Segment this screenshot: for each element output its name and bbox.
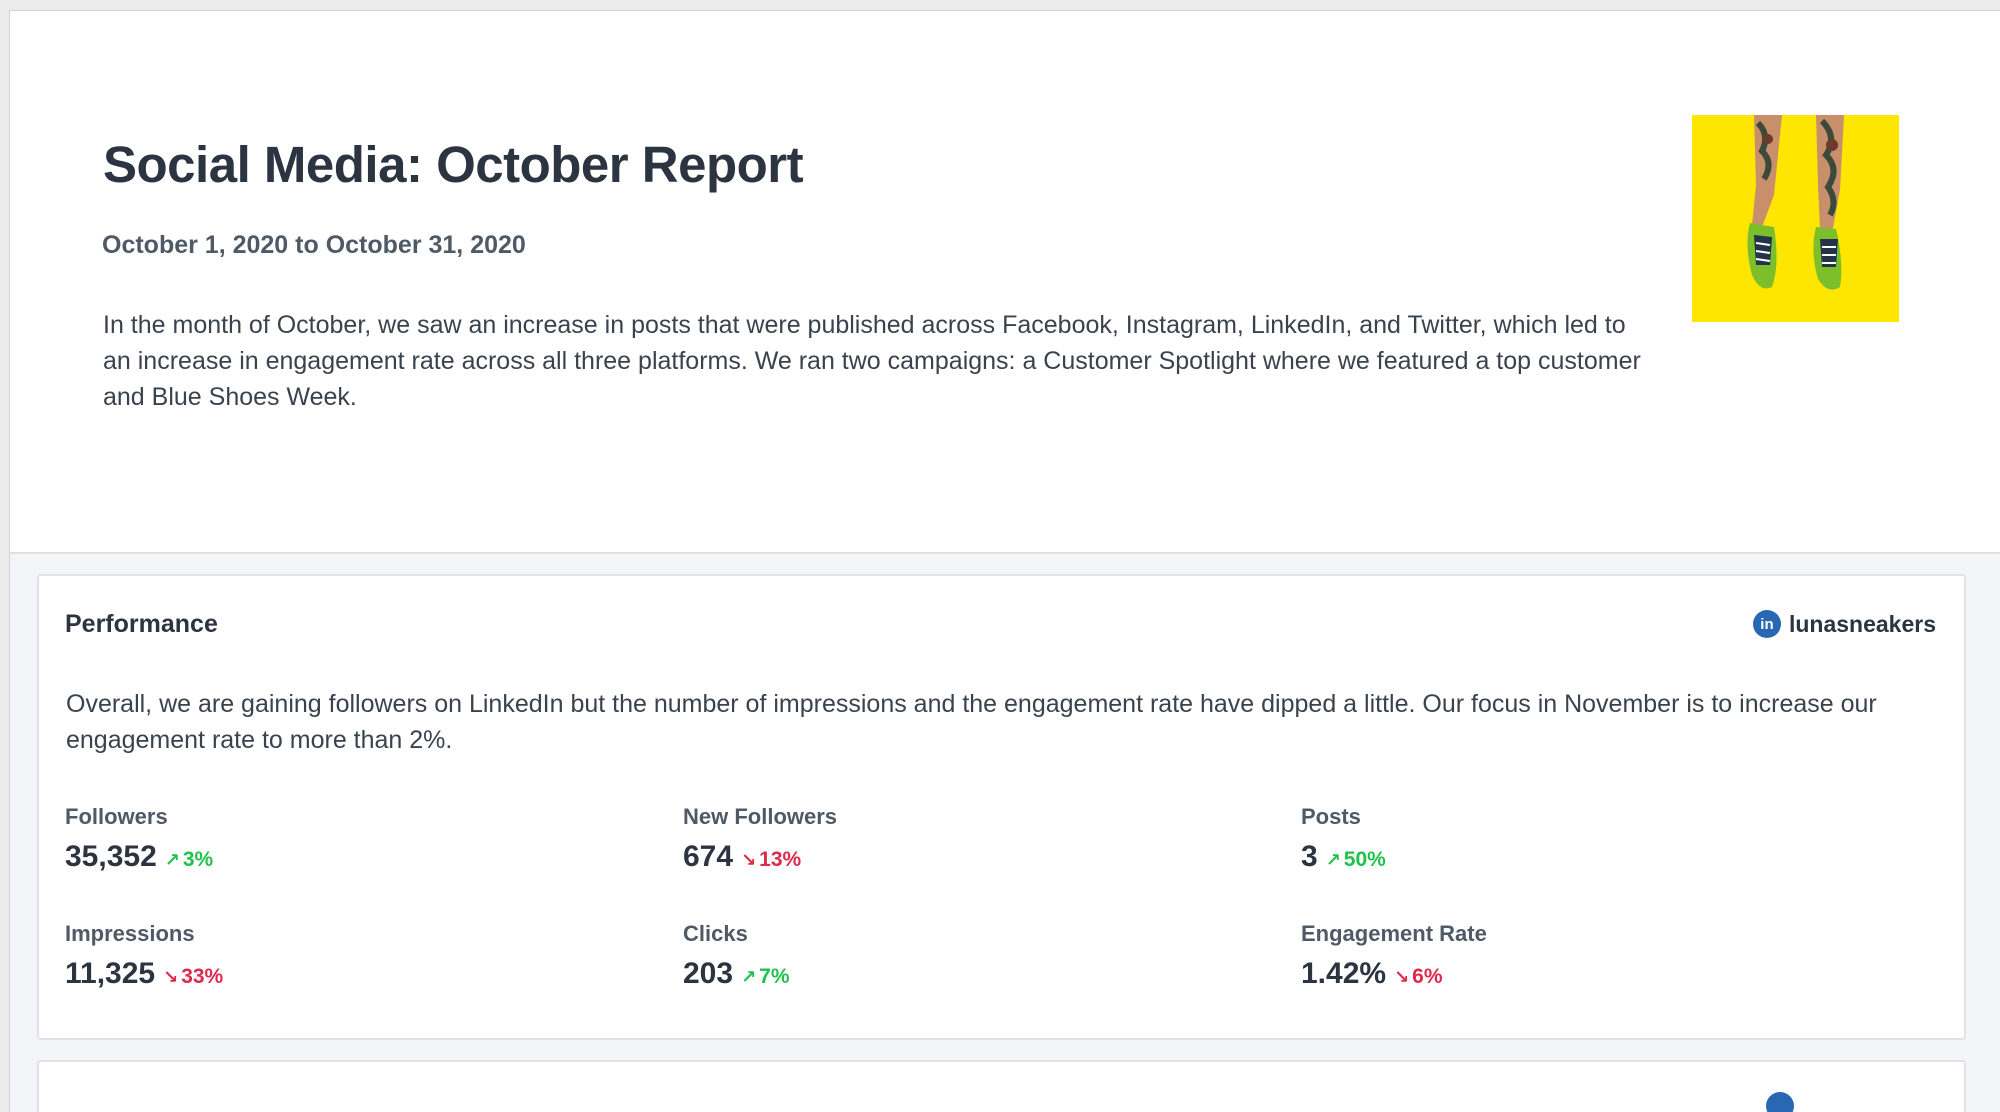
metric-impressions: Impressions 11,325 ↘ 33% <box>65 921 683 1038</box>
metric-change: ↘ 33% <box>163 965 223 989</box>
metric-label: Clicks <box>683 921 748 946</box>
trend-arrow-icon: ↘ <box>741 850 757 870</box>
linkedin-icon: in <box>1752 610 1781 638</box>
metric-label: Engagement Rate <box>1301 921 1487 946</box>
metrics-grid: Followers 35,352 ↗ 3% New Followers 674 ↘… <box>65 804 1925 1038</box>
metric-value: 35,352 <box>65 840 157 873</box>
report-body: Performance in lunasneakers Overall, we … <box>10 554 2000 1112</box>
metric-value: 203 <box>683 957 734 990</box>
metric-engagement-rate: Engagement Rate 1.42% ↘ 6% <box>1301 921 1919 1038</box>
trend-arrow-icon: ↘ <box>1394 967 1410 987</box>
metric-row: 203 ↗ 7% <box>683 957 1301 991</box>
metric-change-value: 33% <box>181 965 224 988</box>
metric-change: ↗ 50% <box>1326 848 1386 872</box>
metric-label: Followers <box>65 804 168 829</box>
metric-row: 3 ↗ 50% <box>1301 840 1919 874</box>
performance-title: Performance <box>65 610 218 638</box>
cover-image <box>1692 115 1899 322</box>
performance-summary: Overall, we are gaining followers on Lin… <box>66 690 1877 754</box>
metric-value: 11,325 <box>65 957 156 990</box>
metric-change-value: 7% <box>759 965 790 988</box>
metric-value: 3 <box>1301 840 1318 873</box>
metric-row: 11,325 ↘ 33% <box>65 957 683 991</box>
metric-change-value: 50% <box>1343 848 1386 871</box>
report-summary: In the month of October, we saw an incre… <box>103 311 1641 411</box>
metric-row: 35,352 ↗ 3% <box>65 840 683 874</box>
metric-change-value: 13% <box>759 848 802 871</box>
metric-row: 674 ↘ 13% <box>683 840 1301 874</box>
next-section-card <box>37 1060 1966 1112</box>
trend-arrow-icon: ↗ <box>1325 850 1341 870</box>
metric-change: ↘ 13% <box>741 848 801 872</box>
metric-clicks: Clicks 203 ↗ 7% <box>683 921 1301 1038</box>
metric-value: 674 <box>683 840 734 873</box>
metric-new-followers: New Followers 674 ↘ 13% <box>683 804 1301 921</box>
metric-label: New Followers <box>683 804 838 829</box>
metric-change: ↗ 3% <box>165 848 213 872</box>
report-header: Social Media: October Report October 1, … <box>10 11 2000 554</box>
page-title: Social Media: October Report <box>103 136 804 193</box>
report-date-range: October 1, 2020 to October 31, 2020 <box>102 231 526 259</box>
metric-change-value: 6% <box>1412 965 1443 988</box>
metric-label: Impressions <box>65 921 195 946</box>
metric-row: 1.42% ↘ 6% <box>1301 957 1919 991</box>
metric-change: ↗ 7% <box>741 965 789 989</box>
trend-arrow-icon: ↗ <box>164 850 180 870</box>
metric-change-value: 3% <box>182 848 214 871</box>
metric-posts: Posts 3 ↗ 50% <box>1301 804 1919 921</box>
report-page: Social Media: October Report October 1, … <box>9 10 2000 1112</box>
account-link[interactable]: in lunasneakers <box>1752 610 1936 638</box>
sneakers-photo-icon <box>1692 115 1899 322</box>
trend-arrow-icon: ↗ <box>741 967 757 987</box>
metric-label: Posts <box>1301 804 1361 829</box>
trend-arrow-icon: ↘ <box>163 967 179 987</box>
performance-card: Performance in lunasneakers Overall, we … <box>37 574 1966 1040</box>
metric-value: 1.42% <box>1301 957 1387 990</box>
metric-followers: Followers 35,352 ↗ 3% <box>65 804 683 921</box>
linkedin-icon <box>1766 1092 1794 1112</box>
account-handle: lunasneakers <box>1788 610 1936 637</box>
metric-change: ↘ 6% <box>1394 965 1442 989</box>
